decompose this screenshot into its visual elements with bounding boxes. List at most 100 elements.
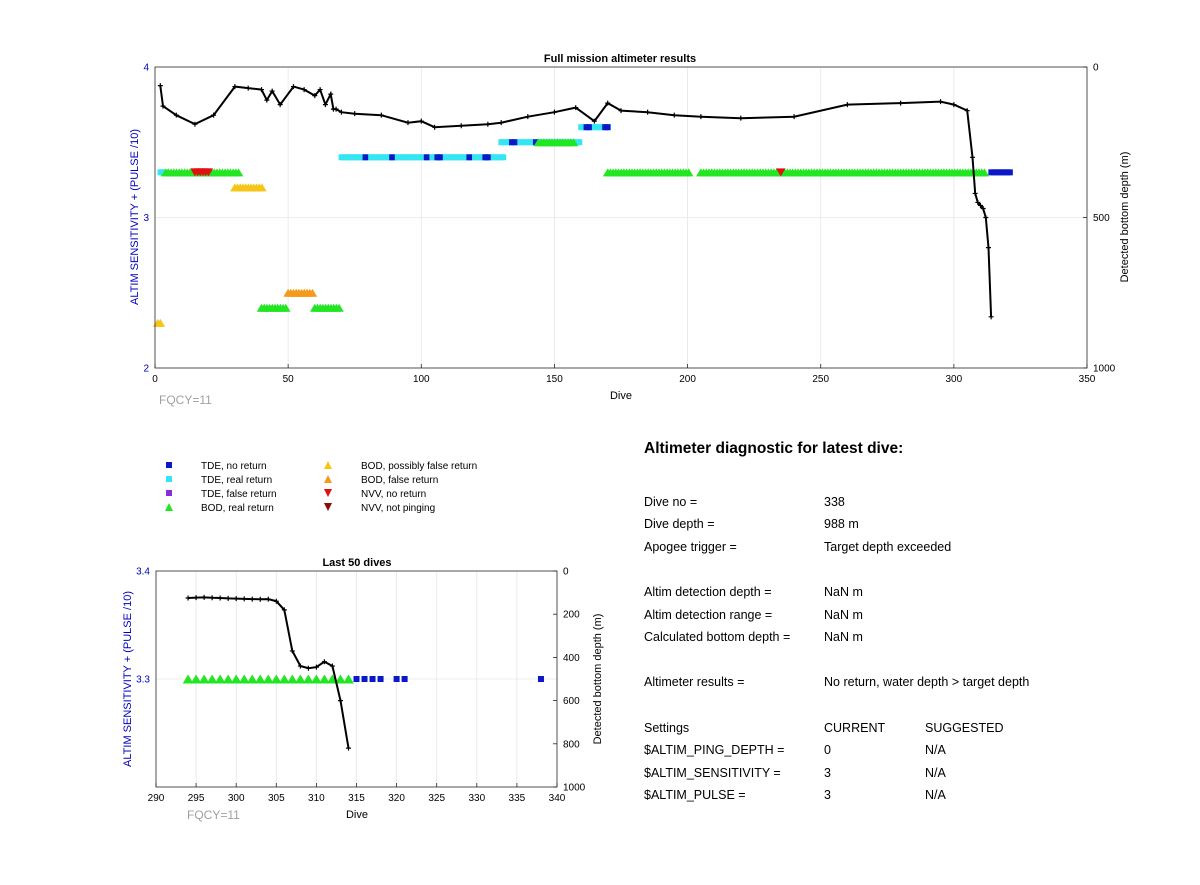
pulse-label: $ALTIM_PULSE =	[644, 788, 746, 802]
bod-real-return-marker	[286, 674, 298, 684]
depth-point	[269, 88, 275, 94]
depth-point	[791, 114, 797, 120]
top-markers	[152, 124, 1013, 327]
bottom-frequency-note: FQCY=11	[187, 808, 240, 822]
depth-point	[312, 93, 318, 99]
depth-point	[289, 648, 295, 654]
depth-point	[233, 596, 239, 602]
bod-real-return-marker	[683, 168, 694, 177]
legend-tde-real-return-label: TDE, real return	[201, 475, 272, 486]
depth-point	[969, 154, 975, 160]
depth-point	[951, 102, 957, 108]
bod-real-return-marker	[979, 168, 990, 177]
depth-point	[525, 114, 531, 120]
depth-point	[345, 745, 351, 751]
bod-real-return-marker	[230, 674, 242, 684]
depth-line	[188, 596, 350, 749]
detection-depth-value: NaN m	[824, 585, 863, 599]
tde-no-return-marker	[423, 154, 430, 161]
depth-point	[844, 102, 850, 108]
depth-point	[322, 102, 328, 108]
results-label: Altimeter results =	[644, 675, 745, 689]
top-y-ticks-right: 0 500 1000	[1083, 63, 1116, 375]
depth-point	[975, 199, 981, 205]
bod-real-return-marker	[568, 138, 579, 147]
depth-point	[265, 596, 271, 602]
depth-point	[217, 595, 223, 601]
depth-point	[290, 84, 296, 90]
y-left-tick-label: 3.4	[136, 567, 150, 578]
y-left-tick-label: 3	[143, 213, 149, 224]
dive-depth-label: Dive depth =	[644, 517, 715, 531]
sensitivity-suggested: N/A	[925, 766, 946, 780]
depth-point	[297, 663, 303, 669]
depth-point	[317, 87, 323, 93]
dive-no-value: 338	[824, 495, 845, 509]
depth-point	[485, 121, 491, 127]
ping-depth-current: 0	[824, 743, 831, 757]
y-right-tick-label: 1000	[1093, 364, 1116, 375]
bod-real-return-marker	[182, 674, 194, 684]
tde-no-return-marker	[604, 124, 611, 131]
nvv-no-return-marker	[775, 168, 786, 177]
bod-real-return-marker	[302, 674, 314, 684]
settings-label: Settings	[644, 721, 690, 735]
tde-no-return-marker	[362, 154, 369, 161]
bod-real-return-marker	[270, 674, 282, 684]
depth-point	[338, 109, 344, 115]
depth-point	[264, 97, 270, 103]
pulse-suggested: N/A	[925, 788, 946, 802]
bod-real-return-marker	[343, 674, 354, 684]
depth-point	[173, 112, 179, 118]
tde-real-return-marker	[500, 154, 507, 161]
bottom-x-axis-label: Dive	[346, 809, 368, 821]
depth-point	[977, 202, 983, 208]
bod-real-return-marker	[222, 674, 234, 684]
top-grid	[155, 67, 1087, 368]
detection-depth-label: Altim detection depth =	[644, 585, 772, 599]
x-tick-label: 305	[268, 793, 285, 804]
depth-point	[432, 124, 438, 130]
bottom-x-ticks: 290 295 300 305 310 315 320 325 330 335 340	[148, 783, 566, 804]
legend-bod-false-return-label: BOD, false return	[361, 475, 438, 486]
top-x-axis-label: Dive	[610, 390, 632, 402]
top-y-axis-label-left: ALTIM SENSITIVITY + (PULSE /10)	[129, 129, 141, 305]
tde-no-return-marker	[586, 124, 592, 131]
apogee-label: Apogee trigger =	[644, 540, 737, 554]
bod-real-return-marker	[238, 674, 250, 684]
depth-point	[321, 659, 327, 665]
tde-no-return-marker	[393, 676, 400, 682]
legend: TDE, no return TDE, real return TDE, fal…	[165, 461, 477, 514]
bod-real-return-marker	[278, 674, 290, 684]
depth-point	[988, 314, 994, 320]
x-tick-label: 250	[812, 374, 829, 385]
y-left-tick-label: 3.3	[136, 675, 150, 686]
legend-nvv-not-pinging-label: NVV, not pinging	[361, 503, 435, 514]
x-tick-label: 150	[546, 374, 563, 385]
bottom-markers	[182, 674, 544, 684]
depth-point	[209, 595, 215, 601]
depth-point	[281, 607, 287, 613]
calculated-depth-value: NaN m	[824, 630, 863, 644]
depth-point	[498, 120, 504, 126]
depth-point	[898, 100, 904, 106]
depth-point	[645, 109, 651, 115]
depth-point	[983, 215, 989, 220]
calculated-depth-label: Calculated bottom depth =	[644, 630, 791, 644]
nvv-no-return-marker	[203, 168, 214, 177]
bod-real-return-marker	[206, 674, 218, 684]
bottom-chart-title: Last 50 dives	[322, 557, 391, 569]
x-tick-label: 0	[152, 374, 158, 385]
y-right-tick-label: 500	[1093, 213, 1110, 224]
top-frequency-note: FQCY=11	[159, 393, 212, 407]
depth-point	[277, 102, 283, 108]
detection-range-label: Altim detection range =	[644, 608, 773, 622]
sensitivity-label: $ALTIM_SENSITIVITY =	[644, 766, 781, 780]
y-left-tick-label: 4	[143, 63, 149, 74]
depth-point	[329, 663, 335, 669]
legend-tde-no-return-marker	[166, 462, 172, 468]
depth-point	[964, 108, 970, 114]
x-tick-label: 50	[283, 374, 295, 385]
depth-point	[698, 114, 704, 120]
